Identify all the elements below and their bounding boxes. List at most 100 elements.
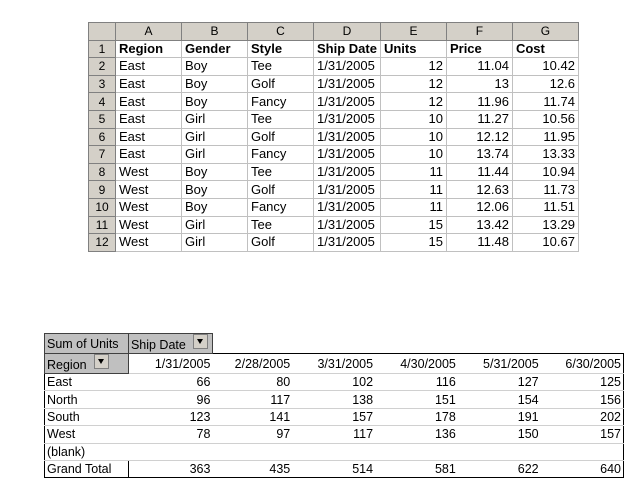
cell[interactable]: 10.94 [511,162,579,182]
date-header[interactable]: 1/31/2005 [128,353,213,374]
region-label[interactable]: West [44,425,129,444]
pivot-value-cell[interactable]: 157 [292,408,376,427]
column-header-g[interactable]: G [511,22,579,41]
cell[interactable]: 11.51 [511,197,579,217]
cell[interactable]: West [115,215,182,235]
column-header-b[interactable]: B [181,22,248,41]
cell[interactable]: 10.56 [511,109,579,129]
row-header[interactable]: 10 [88,197,116,217]
cell[interactable]: 11.48 [445,233,513,252]
header-cell[interactable]: Ship Date [313,39,381,59]
data-field-button[interactable]: Sum of Units [44,333,129,354]
row-header[interactable]: 6 [88,127,116,147]
region-label[interactable]: (blank) [44,443,129,461]
header-cell[interactable]: Region [115,39,182,59]
cell[interactable]: Girl [181,233,248,252]
cell[interactable]: East [115,57,182,76]
region-label[interactable]: South [44,408,129,427]
cell[interactable]: East [115,127,182,147]
pivot-value-cell[interactable] [128,443,213,461]
grand-total-cell[interactable]: 622 [457,459,541,478]
pivot-value-cell[interactable]: 102 [292,373,376,392]
pivot-value-cell[interactable]: 123 [128,408,213,427]
cell[interactable]: Girl [181,145,248,164]
cell[interactable]: West [115,197,182,217]
cell[interactable]: Boy [181,162,248,182]
pivot-value-cell[interactable]: 154 [457,390,541,409]
cell[interactable]: 12 [379,92,447,111]
cell[interactable]: 10.42 [511,57,579,76]
row-header[interactable]: 12 [88,233,116,252]
cell[interactable]: Golf [247,74,314,94]
cell[interactable]: 11 [379,180,447,199]
cell[interactable]: 1/31/2005 [313,145,381,164]
pivot-value-cell[interactable] [375,443,458,461]
row-field-button[interactable]: Region [44,353,129,374]
cell[interactable]: East [115,92,182,111]
header-cell[interactable]: Style [247,39,314,59]
row-header[interactable]: 7 [88,145,116,164]
cell[interactable]: 11.73 [511,180,579,199]
pivot-value-cell[interactable] [212,443,293,461]
cell[interactable]: 1/31/2005 [313,127,381,147]
cell[interactable]: Girl [181,109,248,129]
row-header[interactable]: 3 [88,74,116,94]
cell[interactable]: 11 [379,162,447,182]
cell[interactable]: 12.12 [445,127,513,147]
row-header[interactable]: 9 [88,180,116,199]
cell[interactable]: Golf [247,180,314,199]
cell[interactable]: 11.27 [445,109,513,129]
cell[interactable]: Tee [247,109,314,129]
column-field-button[interactable]: Ship Date [127,333,213,354]
cell[interactable]: Tee [247,215,314,235]
pivot-value-cell[interactable]: 125 [540,373,624,392]
cell[interactable]: Tee [247,162,314,182]
pivot-value-cell[interactable]: 117 [212,390,293,409]
pivot-value-cell[interactable] [292,443,376,461]
grand-total-cell[interactable]: 514 [292,459,376,478]
cell[interactable]: 1/31/2005 [313,180,381,199]
cell[interactable]: Golf [247,233,314,252]
column-header-a[interactable]: A [115,22,182,41]
cell[interactable]: East [115,145,182,164]
header-cell[interactable]: Units [379,39,447,59]
cell[interactable]: 12.63 [445,180,513,199]
header-cell[interactable]: Gender [181,39,248,59]
cell[interactable]: 1/31/2005 [313,162,381,182]
cell[interactable]: Fancy [247,197,314,217]
grand-total-cell[interactable]: 581 [375,459,458,478]
cell[interactable]: 12 [379,74,447,94]
row-header[interactable]: 8 [88,162,116,182]
grand-total-cell[interactable]: 640 [540,459,624,478]
cell[interactable]: West [115,180,182,199]
cell[interactable]: Girl [181,215,248,235]
cell[interactable]: 13.42 [445,215,513,235]
grand-total-cell[interactable]: 435 [212,459,293,478]
cell[interactable]: 11.96 [445,92,513,111]
column-field-dropdown-icon[interactable] [193,334,209,349]
pivot-value-cell[interactable]: 136 [375,425,458,444]
cell[interactable]: Boy [181,197,248,217]
select-all-corner[interactable] [88,22,116,41]
cell[interactable]: 13.33 [511,145,579,164]
row-header[interactable]: 1 [88,39,116,59]
column-header-d[interactable]: D [313,22,381,41]
date-header[interactable]: 2/28/2005 [212,353,293,374]
pivot-value-cell[interactable]: 157 [540,425,624,444]
cell[interactable]: 13.29 [511,215,579,235]
date-header[interactable]: 4/30/2005 [375,353,458,374]
pivot-value-cell[interactable] [540,443,624,461]
cell[interactable]: Boy [181,180,248,199]
cell[interactable]: 10.67 [511,233,579,252]
cell[interactable]: East [115,74,182,94]
pivot-value-cell[interactable]: 151 [375,390,458,409]
cell[interactable]: Girl [181,127,248,147]
pivot-value-cell[interactable]: 80 [212,373,293,392]
cell[interactable]: West [115,233,182,252]
cell[interactable]: 12 [379,57,447,76]
header-cell[interactable]: Cost [511,39,579,59]
grand-total-cell[interactable]: 363 [128,459,213,478]
cell[interactable]: 11.04 [445,57,513,76]
cell[interactable]: 1/31/2005 [313,57,381,76]
row-header[interactable]: 2 [88,57,116,76]
